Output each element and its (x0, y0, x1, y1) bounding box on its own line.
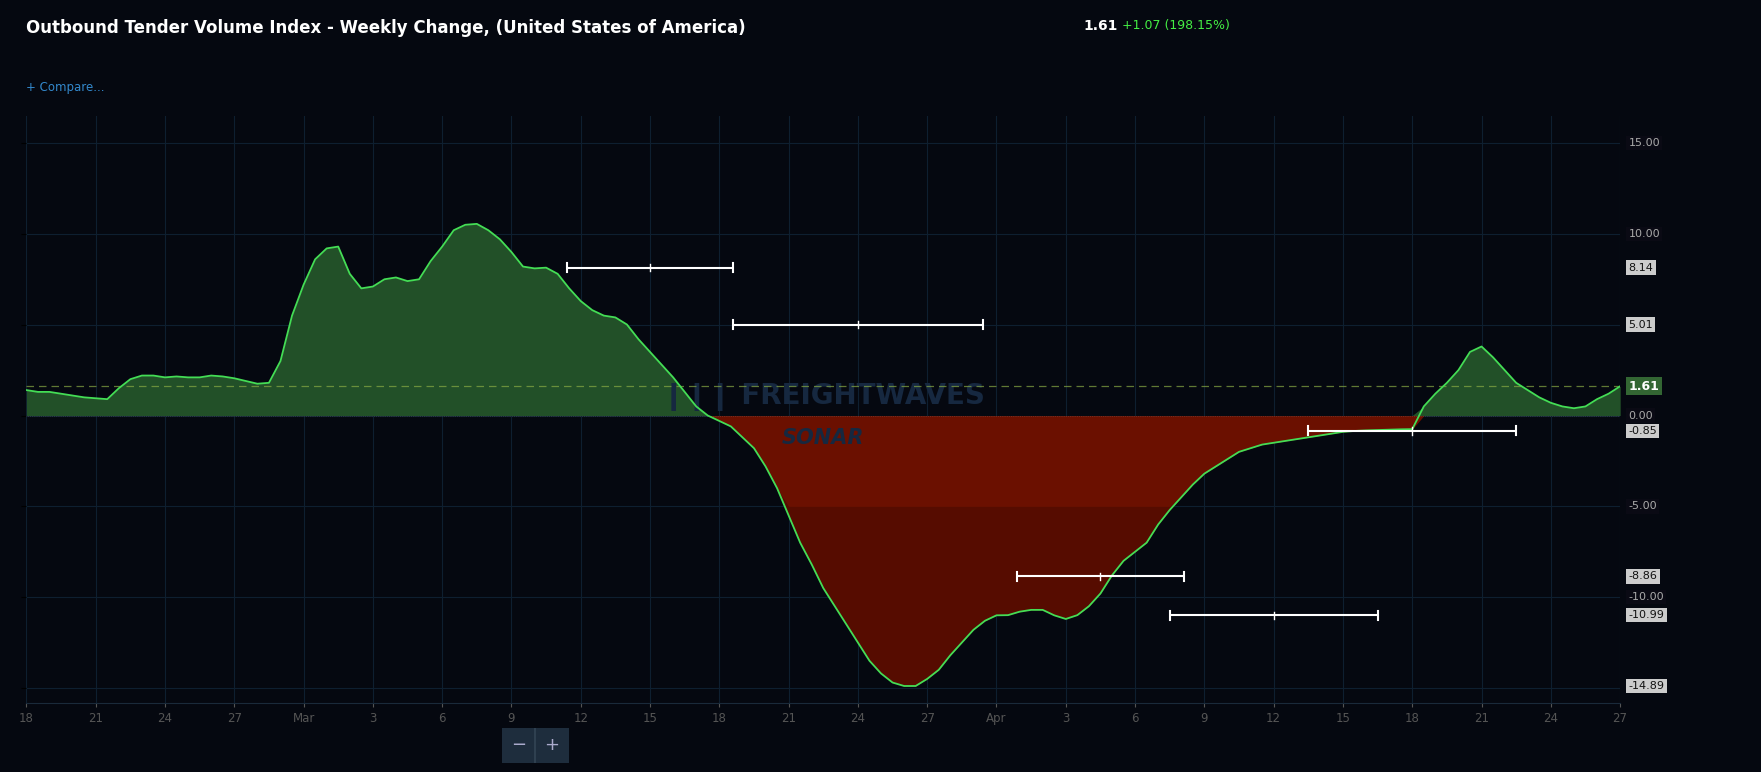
Text: 15.00: 15.00 (1629, 138, 1661, 148)
Text: 5.01: 5.01 (1629, 320, 1654, 330)
Text: 0.00: 0.00 (1629, 411, 1654, 421)
Text: -0.85: -0.85 (1629, 426, 1657, 436)
Text: +: + (544, 736, 560, 754)
Text: -8.86: -8.86 (1629, 571, 1657, 581)
Text: -10.00: -10.00 (1629, 592, 1664, 602)
Text: +1.07 (198.15%): +1.07 (198.15%) (1118, 19, 1231, 32)
Text: 1.61: 1.61 (1629, 380, 1659, 393)
Text: -5.00: -5.00 (1629, 501, 1657, 511)
Text: 10.00: 10.00 (1629, 229, 1661, 239)
Text: 8.14: 8.14 (1629, 262, 1654, 273)
Text: -10.99: -10.99 (1629, 610, 1664, 620)
Text: -14.89: -14.89 (1629, 681, 1664, 691)
Text: Outbound Tender Volume Index - Weekly Change, (United States of America): Outbound Tender Volume Index - Weekly Ch… (26, 19, 747, 37)
Text: SONAR: SONAR (782, 428, 865, 449)
Text: 1.61: 1.61 (1083, 19, 1118, 33)
Text: −: − (511, 736, 527, 754)
Text: + Compare...: + Compare... (26, 81, 106, 94)
Text: ❙❙❙ FREIGHTWAVES: ❙❙❙ FREIGHTWAVES (662, 384, 984, 411)
